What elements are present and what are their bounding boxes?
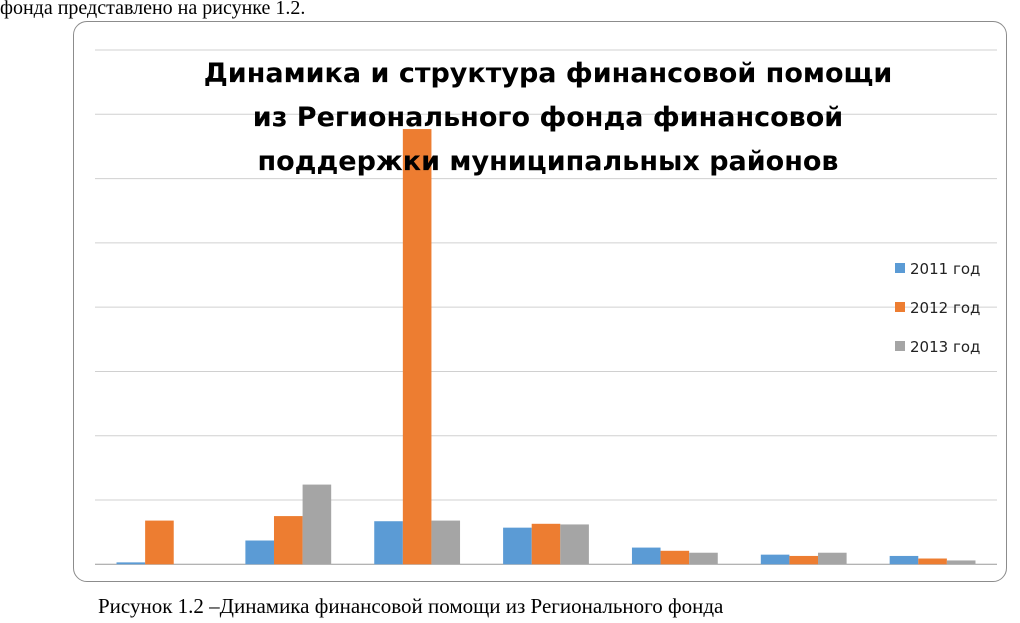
chart-title-line-3: поддержки муниципальных районов — [257, 146, 838, 177]
bar-2013-год-5 — [689, 552, 718, 565]
document-text-above: фонда представлено на рисунке 1.2. — [0, 0, 306, 19]
bar-2013-год-6 — [818, 552, 847, 565]
chart-title-line-2: из Регионального фонда финансовой — [253, 102, 843, 133]
bar-2012-год-4 — [531, 523, 561, 565]
legend-label-2013: 2013 год — [910, 338, 980, 356]
bar-2011-год-3 — [374, 521, 403, 565]
bar-2013-год-2 — [302, 484, 332, 565]
chart-title-line-1: Динамика и структура финансовой помощи — [204, 58, 893, 89]
bar-2011-год-7 — [889, 555, 919, 565]
bar-2011-год-4 — [503, 527, 532, 565]
bar-2013-год-3 — [431, 520, 461, 565]
bar-2012-год-2 — [273, 516, 303, 565]
legend-swatch-2013 — [895, 341, 905, 351]
bar-2013-год-7 — [946, 560, 976, 565]
bar-2011-год-6 — [760, 554, 790, 565]
bar-2011-год-5 — [631, 547, 661, 565]
bars — [116, 129, 976, 565]
bar-2012-год-5 — [660, 550, 690, 565]
bar-2011-год-2 — [245, 540, 274, 565]
bar-2011-год-1 — [116, 562, 146, 565]
chart-frame — [73, 21, 1007, 582]
figure-caption: Рисунок 1.2 –Динамика финансовой помощи … — [98, 594, 724, 618]
legend: 2011 год 2012 год 2013 год — [895, 260, 980, 356]
bar-2012-год-6 — [789, 555, 819, 565]
bar-2012-год-1 — [145, 520, 174, 565]
legend-swatch-2011 — [895, 263, 905, 273]
legend-swatch-2012 — [895, 302, 905, 312]
gridlines — [95, 49, 997, 565]
bar-2013-год-4 — [560, 524, 589, 565]
legend-label-2011: 2011 год — [910, 260, 980, 278]
bar-2012-год-3 — [402, 129, 432, 565]
bar-2012-год-7 — [918, 558, 947, 565]
legend-label-2012: 2012 год — [910, 299, 980, 317]
